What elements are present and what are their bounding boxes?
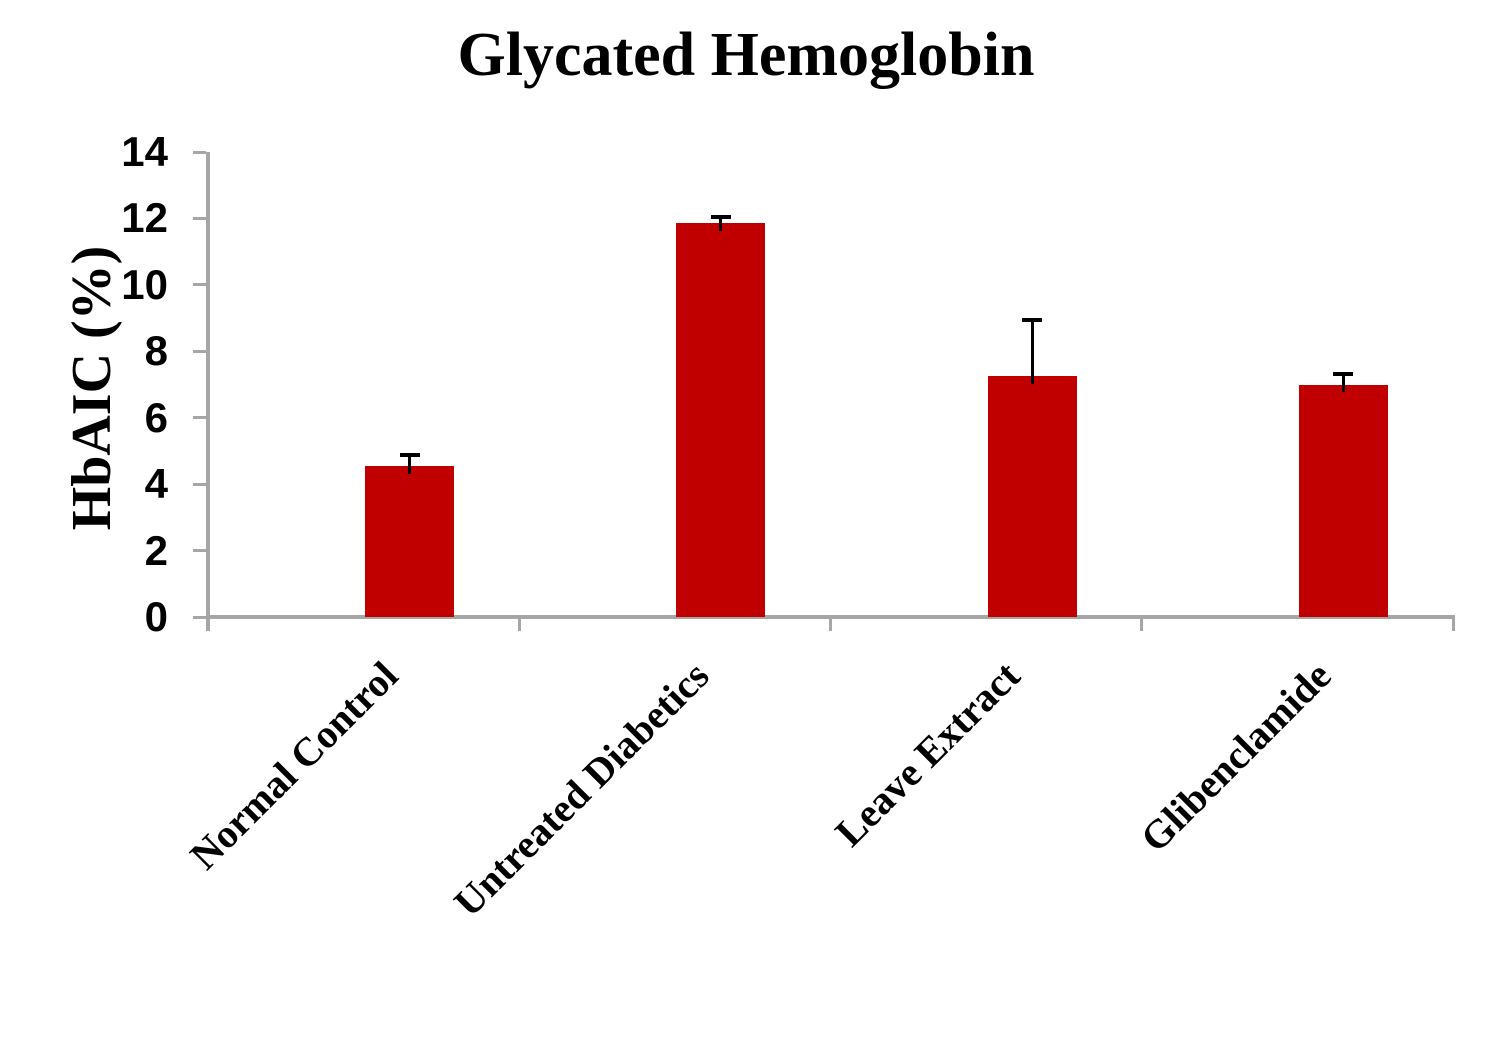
y-axis-tick: [193, 150, 206, 154]
y-tick-label: 12: [121, 194, 168, 242]
bar: [987, 376, 1077, 617]
error-bar-stem: [1341, 374, 1345, 393]
y-axis-tick: [193, 615, 206, 619]
x-axis-line: [206, 615, 1455, 619]
y-axis-tick: [193, 283, 206, 287]
y-axis-line: [206, 152, 210, 631]
x-axis-tick: [517, 619, 521, 631]
y-axis-tick: [193, 482, 206, 486]
chart-title: Glycated Hemoglobin: [457, 21, 1035, 89]
error-bar-cap: [399, 452, 420, 457]
y-axis-tick: [193, 349, 206, 353]
x-axis-tick: [206, 619, 210, 631]
y-tick-label: 10: [121, 260, 168, 308]
x-axis-tick: [1451, 619, 1455, 631]
y-tick-label: 14: [121, 128, 168, 175]
error-bar-stem: [408, 455, 411, 474]
y-tick-label: 8: [144, 327, 168, 375]
y-axis-tick: [193, 216, 206, 220]
x-axis-tick: [1140, 619, 1144, 631]
bar: [676, 223, 766, 617]
y-tick-label: 4: [144, 460, 168, 508]
y-tick-label: 6: [144, 393, 168, 441]
plot-area: 0 2 4 6 8 10 12 14: [121, 128, 1455, 640]
y-axis-tick: [193, 416, 206, 420]
x-axis-tick: [829, 619, 832, 631]
y-tick-label: 0: [144, 593, 168, 640]
error-bar-cap: [1333, 371, 1354, 376]
y-axis-tick: [193, 549, 206, 553]
error-bar-stem: [1030, 321, 1034, 385]
x-category-label: Normal Control: [180, 652, 407, 879]
error-bar-stem: [719, 218, 723, 232]
error-bar-cap: [710, 215, 731, 220]
bar: [365, 465, 454, 617]
error-bar-cap: [1022, 318, 1042, 323]
bar: [1298, 384, 1388, 617]
y-tick-label: 2: [144, 526, 168, 574]
